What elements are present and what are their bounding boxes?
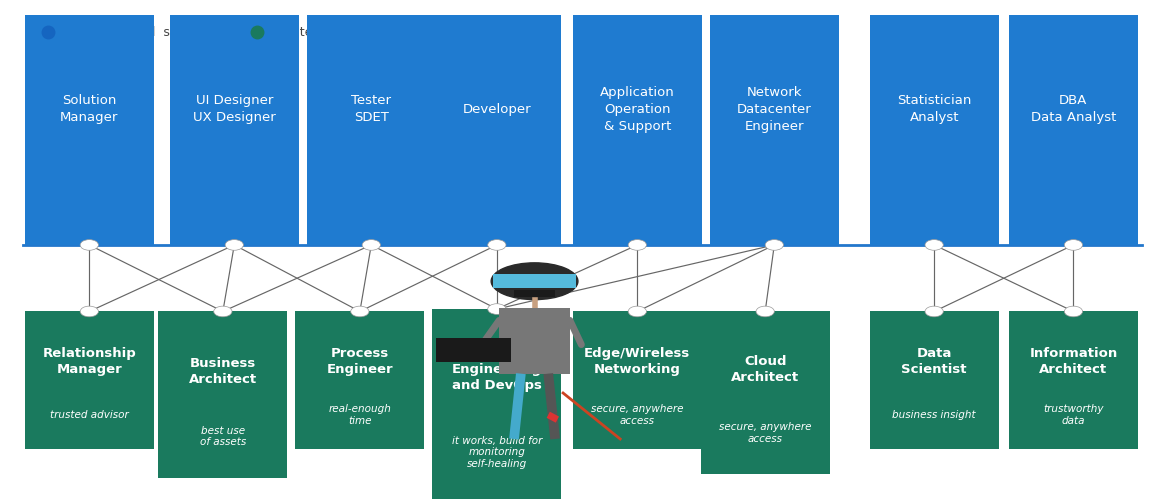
FancyBboxPatch shape [1009, 3, 1138, 245]
Text: it works, build for
monitoring
self-healing: it works, build for monitoring self-heal… [452, 436, 542, 469]
Text: Relationship
Manager: Relationship Manager [42, 347, 136, 375]
FancyBboxPatch shape [437, 338, 510, 361]
Text: trustworthy
data: trustworthy data [1043, 404, 1103, 426]
Text: secure, anywhere
access: secure, anywhere access [591, 404, 684, 426]
FancyBboxPatch shape [709, 3, 839, 245]
Ellipse shape [80, 239, 98, 250]
Text: Application
Operation
& Support: Application Operation & Support [600, 86, 675, 133]
Circle shape [492, 263, 578, 299]
Ellipse shape [362, 239, 381, 250]
Ellipse shape [1065, 239, 1082, 250]
Ellipse shape [488, 304, 506, 314]
FancyBboxPatch shape [158, 311, 288, 478]
Ellipse shape [488, 239, 506, 250]
Text: Strategic skills for the new era: Strategic skills for the new era [274, 26, 466, 38]
FancyBboxPatch shape [573, 3, 701, 245]
FancyBboxPatch shape [1009, 311, 1138, 450]
Text: Developer: Developer [463, 103, 531, 116]
Text: business insight: business insight [892, 410, 976, 420]
Text: secure, anywhere
access: secure, anywhere access [719, 422, 811, 444]
Text: Engineering
and DevOps: Engineering and DevOps [452, 363, 542, 392]
Text: Edge/Wireless
Networking: Edge/Wireless Networking [584, 347, 691, 375]
FancyBboxPatch shape [499, 308, 570, 373]
Ellipse shape [225, 239, 243, 250]
FancyBboxPatch shape [514, 290, 555, 297]
Text: trusted advisor: trusted advisor [50, 410, 128, 420]
Text: Network
Datacenter
Engineer: Network Datacenter Engineer [737, 86, 812, 133]
Ellipse shape [213, 306, 232, 317]
Ellipse shape [628, 306, 647, 317]
Text: Statistician
Analyst: Statistician Analyst [897, 94, 972, 124]
Ellipse shape [756, 306, 775, 317]
FancyBboxPatch shape [24, 311, 154, 450]
Text: real-enough
time: real-enough time [329, 404, 391, 426]
Text: Process
Engineer: Process Engineer [326, 347, 393, 375]
FancyBboxPatch shape [432, 309, 562, 500]
Ellipse shape [925, 239, 944, 250]
FancyBboxPatch shape [494, 275, 576, 288]
Text: Solution
Manager: Solution Manager [61, 94, 119, 124]
Text: Commoditized  skills: Commoditized skills [65, 26, 195, 38]
FancyBboxPatch shape [306, 3, 436, 245]
Ellipse shape [765, 239, 783, 250]
Ellipse shape [628, 239, 647, 250]
Text: Information
Architect: Information Architect [1030, 347, 1117, 375]
FancyBboxPatch shape [573, 311, 701, 450]
FancyBboxPatch shape [296, 311, 424, 450]
FancyBboxPatch shape [869, 311, 998, 450]
FancyBboxPatch shape [432, 3, 562, 245]
Ellipse shape [1065, 306, 1082, 317]
Text: best use
of assets: best use of assets [199, 426, 246, 448]
Text: Cloud
Architect: Cloud Architect [732, 355, 799, 385]
Ellipse shape [925, 306, 944, 317]
FancyBboxPatch shape [170, 3, 298, 245]
Text: Business
Architect: Business Architect [189, 357, 257, 386]
FancyBboxPatch shape [700, 311, 829, 474]
Ellipse shape [80, 306, 98, 317]
Text: Data
Scientist: Data Scientist [902, 347, 967, 375]
Text: DBA
Data Analyst: DBA Data Analyst [1031, 94, 1116, 124]
FancyBboxPatch shape [24, 3, 154, 245]
FancyBboxPatch shape [869, 3, 998, 245]
Text: UI Designer
UX Designer: UI Designer UX Designer [193, 94, 276, 124]
Ellipse shape [351, 306, 369, 317]
Text: Tester
SDET: Tester SDET [352, 94, 391, 124]
